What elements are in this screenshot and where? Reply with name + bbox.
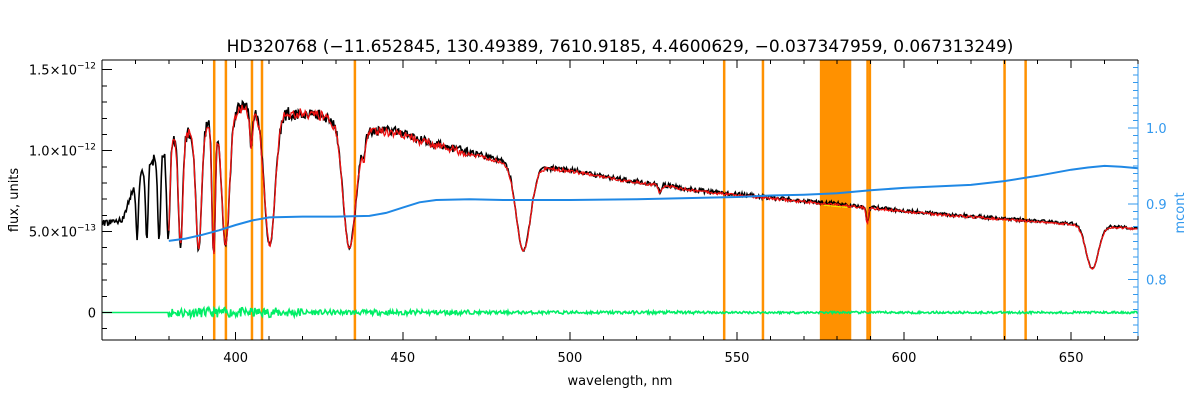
x-tick-label: 600 [892,351,917,366]
masked-region [212,60,216,340]
y2-axis-label: mcont [1173,192,1188,233]
observed-spectrum-line [101,99,1139,270]
axes: 400 450 500 550 600 650 0 5.0×10−13 1.0×10−12 1.5… [29,59,1167,366]
masked-region [1003,60,1006,340]
x-tick-label: 500 [557,351,582,366]
masked-region [1024,60,1027,340]
residual-line [102,304,1139,321]
y2-tick-label: 1.0 [1146,122,1167,137]
masked-region [868,60,872,340]
x-tick-label: 450 [390,351,415,366]
masked-regions [212,60,1027,340]
masked-region [250,60,254,340]
masked-region [866,60,869,340]
y-tick-label: 0 [88,306,96,321]
y2-tick-label: 0.9 [1146,198,1167,213]
chart-title: HD320768 (−11.652845, 130.49389, 7610.91… [227,37,1014,57]
x-tick-label: 550 [725,351,750,366]
y-tick-label: 1.0×10−12 [29,143,96,160]
x-axis-label: wavelength, nm [568,374,673,389]
y2-tick-label: 0.8 [1146,273,1167,288]
masked-region [353,60,357,340]
y-axis-label: flux, units [7,168,22,233]
y-tick-label: 5.0×10−13 [29,224,96,241]
plot-series [101,99,1139,321]
masked-region [819,60,852,340]
model-spectrum-line [168,104,1138,270]
continuum-line [168,164,1139,242]
masked-region [224,60,228,340]
masked-region [722,60,726,340]
y-tick-label: 1.5×10−12 [29,62,96,79]
masked-region [761,60,765,340]
masked-region [260,60,264,340]
highlight-segment [823,204,848,209]
x-tick-label: 400 [223,351,248,366]
x-tick-label: 650 [1059,351,1084,366]
